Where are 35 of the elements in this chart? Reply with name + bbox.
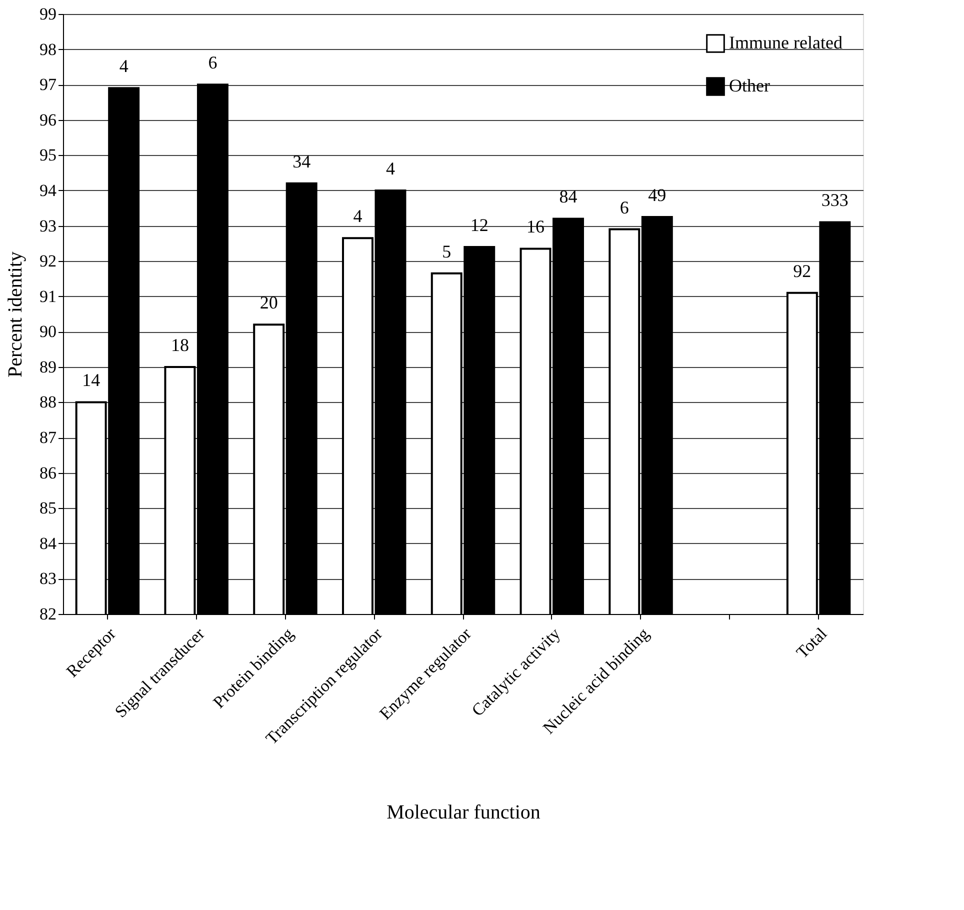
y-tick-label: 92 — [40, 252, 56, 271]
y-tick-label: 94 — [40, 180, 57, 200]
annotation: 34 — [292, 151, 311, 172]
y-tick-label: 96 — [40, 110, 56, 130]
y-tick-label: 98 — [40, 40, 56, 59]
annotation: 4 — [386, 158, 395, 178]
y-tick-label: 86 — [40, 463, 56, 482]
y-tick-label: 82 — [40, 604, 56, 624]
y-tick-label: 89 — [40, 357, 56, 376]
y-tick-label: 88 — [40, 392, 56, 412]
annotation: 92 — [793, 260, 812, 281]
annotation: 18 — [170, 334, 189, 355]
y-tick-label: 91 — [40, 286, 56, 306]
annotation: 6 — [208, 52, 218, 73]
y-tick-label: 90 — [40, 322, 56, 342]
y-axis-title: Percent identity — [4, 251, 26, 378]
annotation: 49 — [648, 184, 666, 205]
annotation: 14 — [82, 370, 100, 390]
annotation: 4 — [353, 206, 362, 226]
y-tick-label: 99 — [40, 4, 56, 24]
annotation: 333 — [821, 190, 848, 210]
annotation: 4 — [119, 56, 128, 76]
annotation: 20 — [260, 292, 278, 313]
annotation: 84 — [559, 186, 578, 207]
y-tick-label: 84 — [40, 534, 57, 553]
y-tick-label: 97 — [40, 75, 57, 94]
legend-label: Immune related — [729, 32, 842, 52]
y-tick-label: 87 — [40, 428, 57, 448]
annotation: 5 — [442, 241, 452, 262]
y-tick-label: 85 — [40, 498, 56, 518]
y-tick-label: 83 — [40, 569, 56, 588]
y-tick-label: 95 — [40, 146, 56, 165]
x-axis-title: Molecular function — [386, 802, 540, 824]
y-tick-label: 93 — [40, 216, 56, 236]
annotation: 6 — [620, 197, 629, 218]
